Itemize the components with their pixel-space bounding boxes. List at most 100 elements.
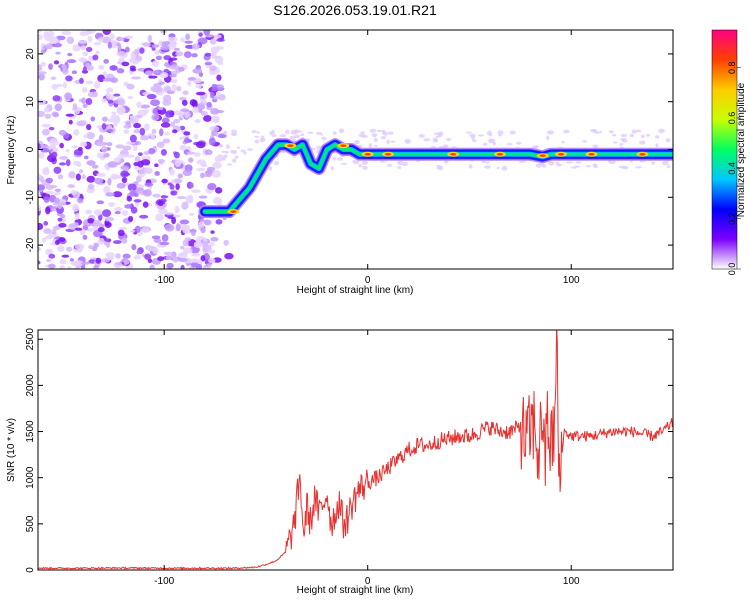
noise-blob bbox=[71, 145, 78, 149]
y-tick-label: -10 bbox=[25, 190, 36, 205]
noise-dot bbox=[271, 134, 277, 137]
noise-blob bbox=[184, 137, 190, 144]
noise-blob bbox=[91, 246, 98, 252]
noise-blob bbox=[115, 253, 121, 259]
noise-dot bbox=[246, 148, 254, 151]
noise-dot bbox=[236, 146, 241, 149]
noise-blob bbox=[151, 128, 157, 134]
noise-dot bbox=[434, 138, 439, 143]
noise-blob bbox=[128, 215, 134, 222]
noise-dot bbox=[621, 138, 628, 143]
noise-blob bbox=[101, 116, 108, 122]
noise-dot bbox=[285, 129, 290, 135]
noise-blob bbox=[85, 46, 93, 52]
noise-blob bbox=[151, 47, 156, 51]
y-tick-label: 0 bbox=[25, 567, 36, 573]
noise-dot bbox=[667, 164, 671, 169]
noise-blob bbox=[86, 227, 95, 232]
noise-blob bbox=[114, 206, 123, 212]
noise-blob bbox=[215, 219, 223, 225]
noise-blob bbox=[173, 118, 181, 124]
noise-blob bbox=[62, 81, 68, 89]
noise-blob bbox=[134, 225, 141, 233]
noise-blob bbox=[186, 151, 196, 155]
noise-blob bbox=[104, 238, 110, 242]
noise-blob bbox=[61, 30, 72, 36]
noise-blob bbox=[74, 108, 80, 115]
noise-blob bbox=[211, 83, 218, 89]
noise-blob bbox=[140, 104, 151, 109]
noise-blob bbox=[190, 228, 197, 237]
noise-blob bbox=[143, 189, 152, 197]
noise-blob bbox=[114, 157, 122, 163]
noise-blob bbox=[76, 120, 87, 127]
noise-blob bbox=[173, 151, 180, 159]
noise-blob bbox=[55, 51, 61, 55]
noise-dot bbox=[631, 129, 637, 134]
noise-blob bbox=[124, 35, 134, 40]
noise-dot bbox=[556, 163, 563, 167]
noise-blob bbox=[105, 252, 116, 258]
noise-blob bbox=[137, 152, 143, 157]
noise-dot bbox=[279, 134, 287, 138]
noise-blob bbox=[224, 252, 234, 260]
noise-dot bbox=[639, 140, 646, 145]
noise-blob bbox=[188, 212, 195, 216]
noise-dot bbox=[595, 131, 600, 134]
noise-blob bbox=[137, 109, 147, 117]
noise-blob bbox=[97, 238, 106, 245]
noise-dot bbox=[501, 165, 508, 171]
noise-dot bbox=[361, 134, 368, 138]
noise-blob bbox=[38, 260, 41, 265]
noise-blob bbox=[74, 227, 83, 231]
noise-dot bbox=[320, 133, 324, 136]
noise-dot bbox=[231, 149, 238, 155]
noise-blob bbox=[143, 123, 150, 131]
noise-blob bbox=[153, 238, 162, 244]
noise-blob bbox=[51, 228, 57, 235]
noise-blob bbox=[66, 246, 73, 252]
noise-blob bbox=[156, 141, 165, 149]
noise-blob bbox=[208, 137, 216, 146]
noise-blob bbox=[98, 134, 104, 143]
noise-blob bbox=[157, 256, 165, 262]
noise-dot bbox=[423, 138, 431, 142]
noise-blob bbox=[159, 128, 164, 137]
noise-dot bbox=[386, 139, 390, 145]
noise-blob bbox=[114, 211, 121, 215]
noise-dot bbox=[646, 133, 650, 137]
noise-blob bbox=[77, 146, 83, 152]
noise-blob bbox=[157, 200, 164, 207]
noise-blob bbox=[195, 83, 202, 89]
noise-blob bbox=[126, 83, 135, 90]
noise-blob bbox=[112, 191, 123, 198]
noise-blob bbox=[116, 182, 126, 189]
noise-blob bbox=[64, 92, 73, 100]
noise-blob bbox=[174, 205, 180, 214]
noise-blob bbox=[216, 74, 222, 81]
noise-blob bbox=[117, 229, 125, 237]
noise-blob bbox=[133, 199, 142, 203]
noise-blob bbox=[107, 99, 114, 104]
noise-blob bbox=[80, 141, 88, 147]
noise-blob bbox=[151, 235, 161, 240]
noise-blob bbox=[58, 162, 67, 166]
noise-blob bbox=[53, 197, 60, 204]
noise-blob bbox=[198, 195, 208, 199]
ridge-peak bbox=[364, 152, 371, 156]
noise-blob bbox=[85, 98, 93, 105]
noise-blob bbox=[38, 173, 41, 179]
noise-blob bbox=[184, 112, 190, 119]
noise-blob bbox=[45, 190, 54, 195]
noise-dot bbox=[655, 135, 660, 139]
noise-blob bbox=[52, 112, 59, 118]
noise-blob bbox=[107, 177, 112, 186]
noise-blob bbox=[162, 99, 172, 106]
noise-blob bbox=[204, 149, 213, 156]
noise-blob bbox=[223, 239, 229, 246]
noise-blob bbox=[121, 209, 129, 217]
noise-blob bbox=[169, 184, 175, 190]
noise-dot bbox=[612, 133, 617, 137]
noise-blob bbox=[175, 51, 184, 57]
